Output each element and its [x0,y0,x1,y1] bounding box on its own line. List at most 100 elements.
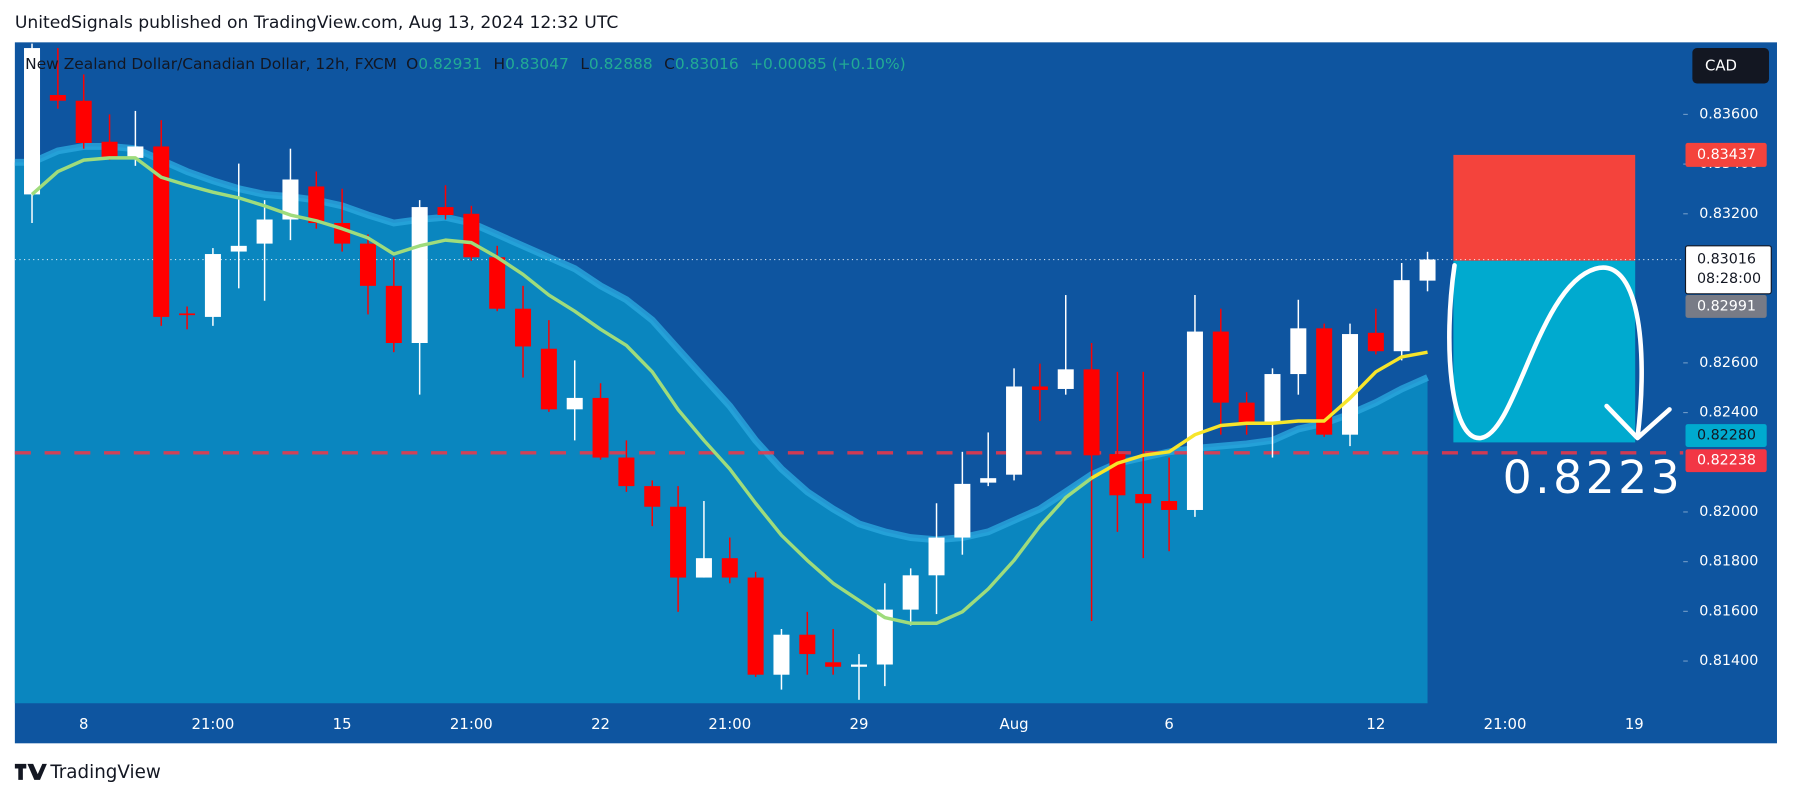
x-tick-label: Aug [1000,715,1029,733]
candle-body [489,257,506,309]
legend-high-label: H [493,55,505,73]
candle-body [644,486,661,507]
candle-body [1316,328,1333,435]
legend-high: 0.83047 [505,55,569,73]
candle-body [359,243,376,286]
candle-body [954,483,971,538]
y-tick-label: 0.83600 [1699,106,1758,122]
candle-body [1186,331,1203,510]
candle-body [101,141,118,158]
line-price-label: 0.82238 [1697,453,1756,469]
currency-label: CAD [1705,56,1737,74]
x-tick-label: 21:00 [1484,715,1527,733]
x-tick-label: 12 [1366,715,1385,733]
candle-body [515,308,532,347]
candle-body [308,186,325,223]
candle-body [773,634,790,675]
hand-drawn-arrow [1447,263,1672,441]
x-tick-label: 21:00 [708,715,751,733]
moving-average [30,156,1093,625]
plot-area [14,43,1684,704]
candle-body [799,634,816,655]
candle-body [256,219,273,244]
candle-body [411,207,428,343]
y-tick-label: 0.81400 [1699,653,1758,669]
legend-close-label: C [664,55,675,73]
last-price-box [1684,245,1772,295]
candle-body [1212,331,1229,403]
candle-body [1161,501,1178,510]
candle-body [24,48,41,195]
candle-body [463,213,480,258]
candle-body [592,397,609,458]
candle-body [49,95,66,101]
candle-body [282,179,299,220]
candle-body [153,146,170,317]
stop-zone [1453,154,1636,261]
candle-body [721,558,738,578]
candle-body [980,478,997,483]
x-tick-label: 15 [333,715,352,733]
stop-price-label-box [1685,142,1767,167]
candle-body [695,558,712,578]
publish-header: UnitedSignals published on TradingView.c… [15,13,618,33]
candle-body [850,664,867,667]
candle-body [825,662,842,667]
candle-body [1006,386,1023,475]
legend-change: +0.00085 (+0.10%) [750,55,906,73]
countdown-label: 08:28:00 [1697,271,1761,287]
candle-body [1264,374,1281,424]
y-tick-label: 0.82000 [1699,504,1758,520]
candle-body [902,575,919,610]
x-tick-label: 29 [850,715,869,733]
candle-body [876,609,893,665]
candle-body [1238,402,1255,424]
candle-body [230,245,247,252]
candle-body [928,537,945,576]
candle-body [437,207,454,216]
y-tick-label: 0.83200 [1699,206,1758,222]
candle-body [75,100,92,143]
line-price-label-box [1685,449,1767,473]
price-axis: 0.836000.834000.832000.826000.824000.820… [1683,106,1772,669]
y-tick-label: 0.82400 [1699,405,1758,421]
brand-name: TradingView [49,762,161,783]
candle-body [670,506,687,578]
target-zone [1453,260,1636,443]
legend-open-label: O [406,55,418,73]
candle-body [179,313,196,316]
legend-low: 0.82888 [589,55,653,73]
marker-price-label-box [1685,294,1767,318]
x-tick-label: 22 [591,715,610,733]
x-tick-label: 21:00 [450,715,493,733]
brand-logo [14,763,47,780]
candle-body [1342,334,1359,435]
candle-body [540,348,557,410]
legend-close: 0.83016 [675,55,739,73]
symbol-title: New Zealand Dollar/Canadian Dollar, 12h,… [25,55,397,73]
legend-open: 0.82931 [418,55,482,73]
candle-body [618,457,635,487]
legend-low-label: L [580,55,589,73]
candle-body [1057,369,1074,389]
target-annotation: 0.8223 [1503,451,1684,504]
logo-mark [14,763,47,780]
candle-body [566,397,583,410]
candle-body [1083,369,1100,456]
last-price-label: 0.83016 [1697,252,1756,268]
x-tick-label: 19 [1625,715,1644,733]
currency-button[interactable] [1692,48,1769,84]
x-tick-label: 21:00 [192,715,235,733]
moving-average [1090,350,1428,480]
candle-body [747,577,764,675]
candle-body [1290,328,1307,375]
x-tick-label: 8 [79,715,88,733]
legend: New Zealand Dollar/Canadian Dollar, 12h,… [25,55,906,73]
candle-body [1419,259,1436,281]
candle-body [127,146,144,158]
candle-body [1367,332,1384,352]
candle-body [1393,280,1410,352]
candle-body [1135,494,1152,504]
